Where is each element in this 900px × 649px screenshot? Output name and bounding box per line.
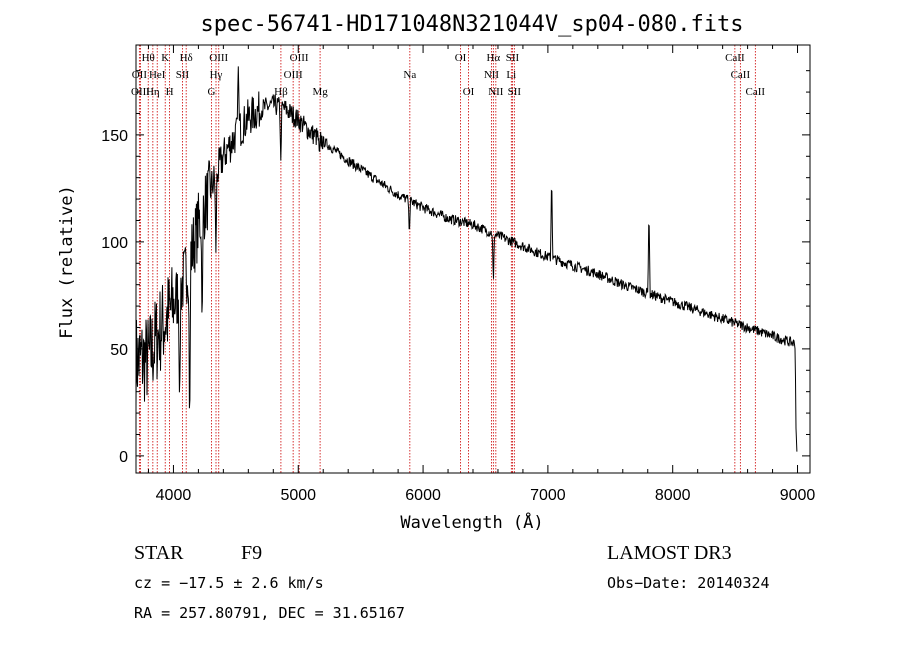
x-tick-label-0: 4000 [156, 487, 192, 504]
spectral-line-label-23: SII [506, 52, 520, 64]
y-axis-label: Flux (relative) [57, 185, 77, 339]
y-tick-label-3: 150 [101, 128, 128, 145]
spectral-line-label-26: CaII [731, 69, 751, 81]
spectral-line-labels: OIIOIIIHθHηHeIKHSIIHδGHγOIIIHβOIIIOIIIMg… [131, 52, 765, 98]
x-tick-label-2: 6000 [405, 487, 441, 504]
survey-name: LAMOST DR3 [607, 542, 732, 564]
spectral-line-label-24: SII [508, 86, 522, 98]
spectral-line-label-3: Hη [146, 86, 160, 98]
redshift-readout: cz = −17.5 ± 2.6 km/s [134, 574, 324, 592]
x-tick-label-3: 7000 [530, 487, 566, 504]
spectral-line-label-22: Li [506, 69, 516, 81]
spectral-line-label-27: CaII [746, 86, 766, 98]
spectral-line-label-20: Hα [486, 52, 500, 64]
spectral-line-label-25: CaII [725, 52, 745, 64]
object-subclass: F9 [241, 542, 262, 564]
spectral-line-label-11: OIII [209, 52, 228, 64]
x-axis-ticks: 4000 5000 6000 7000 8000 9000 [147, 45, 816, 504]
x-tick-label-4: 8000 [655, 487, 691, 504]
x-tick-label-1: 5000 [280, 487, 316, 504]
spectrum-trace [135, 66, 798, 452]
y-axis-ticks: 0 50 100 150 [101, 70, 810, 466]
spectral-line-label-13: OIII [284, 69, 303, 81]
spectral-line-label-16: Na [403, 69, 416, 81]
spectral-line-label-21: NII [488, 86, 504, 98]
object-class: STAR [134, 542, 184, 564]
spectral-line-label-19: NII [484, 69, 500, 81]
coordinates-readout: RA = 257.80791, DEC = 31.65167 [134, 604, 405, 622]
y-tick-label-2: 100 [101, 235, 128, 252]
y-tick-label-1: 50 [110, 342, 128, 359]
x-axis-label: Wavelength (Å) [400, 511, 543, 533]
observation-date: Obs−Date: 20140324 [607, 574, 770, 592]
spectral-line-label-18: OI [463, 86, 475, 98]
spectral-line-label-15: Mg [312, 86, 328, 98]
x-tick-label-5: 9000 [780, 487, 816, 504]
spectral-line-label-2: Hθ [142, 52, 155, 64]
spectral-line-label-12: Hβ [274, 86, 288, 98]
spectral-line-label-17: OI [455, 52, 467, 64]
spectral-line-label-10: Hγ [210, 69, 223, 81]
spectral-line-label-7: SII [176, 69, 190, 81]
y-tick-label-0: 0 [119, 449, 128, 466]
spectral-line-label-8: Hδ [180, 52, 193, 64]
spectral-line-markers [138, 45, 756, 473]
chart-title: spec-56741-HD171048N321044V_sp04-080.fit… [200, 12, 743, 37]
spectral-line-label-9: G [208, 86, 216, 98]
spectral-line-label-4: HeI [149, 69, 166, 81]
spectral-line-label-5: K [161, 52, 169, 64]
spectral-line-label-14: OIII [290, 52, 309, 64]
spectral-line-label-6: H [166, 86, 174, 98]
